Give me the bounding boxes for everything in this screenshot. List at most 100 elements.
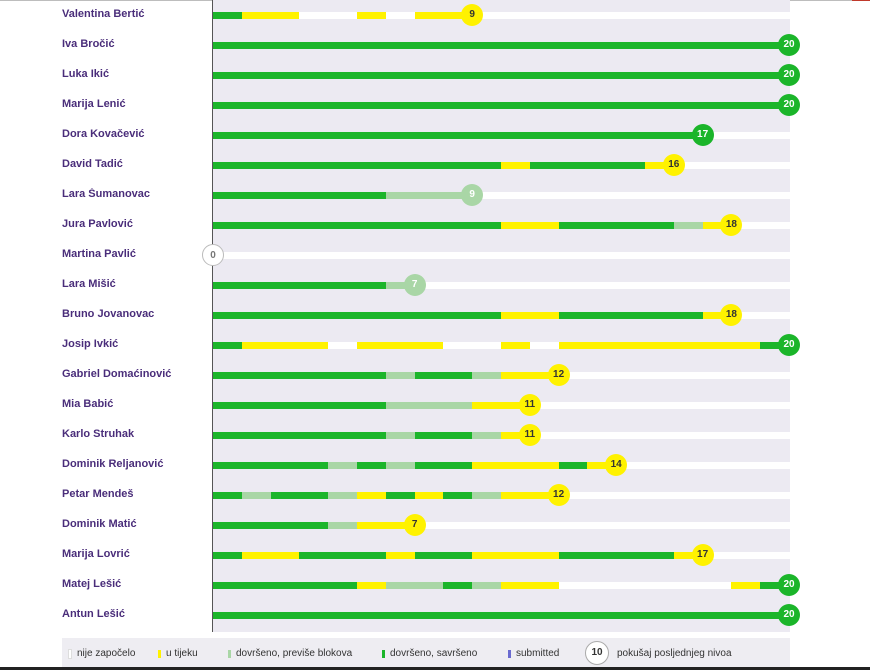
student-row[interactable]: Valentina Bertić 9 bbox=[62, 0, 790, 30]
student-name[interactable]: Dora Kovačević bbox=[62, 128, 145, 140]
student-row[interactable]: Lara Mišić 7 bbox=[62, 270, 790, 300]
student-row[interactable]: Dominik Reljanović 14 bbox=[62, 450, 790, 480]
score-marker[interactable]: 18 bbox=[720, 304, 743, 326]
legend-swatch bbox=[508, 649, 511, 658]
score-marker[interactable]: 18 bbox=[720, 214, 743, 236]
level-segment bbox=[529, 42, 560, 49]
level-segment bbox=[241, 522, 272, 529]
student-row[interactable]: Matej Lešić 20 bbox=[62, 570, 800, 600]
student-name[interactable]: Martina Pavlić bbox=[62, 248, 136, 260]
level-segment bbox=[443, 342, 473, 349]
student-name[interactable]: Marija Lovrić bbox=[62, 548, 130, 560]
student-name[interactable]: Iva Bročić bbox=[62, 38, 115, 50]
level-segment bbox=[299, 42, 329, 49]
level-segment bbox=[357, 192, 387, 199]
score-marker[interactable]: 0 bbox=[202, 244, 224, 266]
level-segment bbox=[299, 102, 329, 109]
level-segment bbox=[645, 102, 675, 109]
score-marker[interactable]: 12 bbox=[547, 484, 570, 506]
student-row[interactable]: Gabriel Domaćinović 12 bbox=[62, 360, 790, 390]
score-marker[interactable]: 20 bbox=[778, 94, 800, 116]
progress-track bbox=[213, 522, 790, 529]
level-segment bbox=[241, 402, 272, 409]
level-segment bbox=[587, 162, 617, 169]
level-segment bbox=[299, 312, 329, 319]
student-name[interactable]: Luka Ikić bbox=[62, 68, 110, 80]
score-marker[interactable]: 9 bbox=[461, 4, 484, 26]
score-marker[interactable]: 17 bbox=[691, 124, 714, 146]
student-name[interactable]: Jura Pavlović bbox=[62, 218, 133, 230]
student-name[interactable]: Dominik Matić bbox=[62, 518, 137, 530]
progress-track bbox=[213, 192, 790, 199]
student-name[interactable]: Gabriel Domaćinović bbox=[62, 368, 172, 380]
student-row[interactable]: Iva Bročić 20 bbox=[62, 30, 800, 60]
level-segment bbox=[558, 462, 588, 469]
student-row[interactable]: Karlo Struhak 11 bbox=[62, 420, 790, 450]
student-name[interactable]: David Tadić bbox=[62, 158, 123, 170]
level-segment bbox=[558, 582, 588, 589]
level-segment bbox=[472, 132, 502, 139]
score-marker[interactable]: 12 bbox=[547, 364, 570, 386]
student-name[interactable]: Antun Lešić bbox=[62, 608, 125, 620]
student-name[interactable]: Petar Mendeš bbox=[62, 488, 134, 500]
level-segment bbox=[357, 342, 387, 349]
level-segment bbox=[328, 192, 358, 199]
score-marker[interactable]: 14 bbox=[605, 454, 628, 476]
level-segment bbox=[529, 132, 560, 139]
level-segment bbox=[760, 342, 790, 349]
score-marker[interactable]: 11 bbox=[518, 394, 541, 416]
student-name[interactable]: Valentina Bertić bbox=[62, 8, 145, 20]
score-marker[interactable]: 20 bbox=[778, 64, 800, 86]
student-name[interactable]: Lara Šumanovac bbox=[62, 188, 151, 200]
level-segment bbox=[385, 72, 416, 79]
level-segment bbox=[616, 222, 646, 229]
student-row[interactable]: David Tadić 16 bbox=[62, 150, 790, 180]
score-marker[interactable]: 20 bbox=[778, 574, 800, 596]
level-segment bbox=[501, 372, 531, 379]
level-segment bbox=[529, 552, 560, 559]
level-segment bbox=[328, 72, 358, 79]
student-row[interactable]: Dora Kovačević 17 bbox=[62, 120, 790, 150]
student-name[interactable]: Karlo Struhak bbox=[62, 428, 135, 440]
student-row[interactable]: Dominik Matić 7 bbox=[62, 510, 790, 540]
student-row[interactable]: Marija Lenić 20 bbox=[62, 90, 800, 120]
level-segment bbox=[299, 192, 329, 199]
student-row[interactable]: Mia Babić 11 bbox=[62, 390, 790, 420]
score-marker[interactable]: 16 bbox=[662, 154, 685, 176]
student-row[interactable]: Lara Šumanovac 9 bbox=[62, 180, 790, 210]
student-row[interactable]: Petar Mendeš 12 bbox=[62, 480, 790, 510]
level-segment bbox=[299, 402, 329, 409]
level-segment bbox=[270, 102, 300, 109]
level-segment bbox=[472, 222, 502, 229]
level-segment bbox=[241, 102, 272, 109]
student-name[interactable]: Josip Ivkić bbox=[62, 338, 119, 350]
score-marker[interactable]: 7 bbox=[403, 274, 426, 296]
student-row[interactable]: Marija Lovrić 17 bbox=[62, 540, 790, 570]
level-segment bbox=[241, 12, 272, 19]
student-row[interactable]: Luka Ikić 20 bbox=[62, 60, 800, 90]
level-segment bbox=[443, 312, 473, 319]
level-segment bbox=[328, 492, 358, 499]
score-marker[interactable]: 20 bbox=[778, 604, 800, 626]
student-row[interactable]: Bruno Jovanovac 18 bbox=[62, 300, 790, 330]
score-marker[interactable]: 7 bbox=[403, 514, 426, 536]
level-segment bbox=[328, 162, 358, 169]
student-name[interactable]: Dominik Reljanović bbox=[62, 458, 164, 470]
level-segment bbox=[558, 132, 588, 139]
student-row[interactable]: Antun Lešić 20 bbox=[62, 600, 800, 630]
student-row[interactable]: Jura Pavlović 18 bbox=[62, 210, 790, 240]
score-marker[interactable]: 20 bbox=[778, 34, 800, 56]
student-name[interactable]: Lara Mišić bbox=[62, 278, 116, 290]
score-marker[interactable]: 20 bbox=[778, 334, 800, 356]
score-marker[interactable]: 17 bbox=[691, 544, 714, 566]
student-name[interactable]: Mia Babić bbox=[62, 398, 114, 410]
student-name[interactable]: Bruno Jovanovac bbox=[62, 308, 155, 320]
student-name[interactable]: Matej Lešić bbox=[62, 578, 122, 590]
student-name[interactable]: Marija Lenić bbox=[62, 98, 126, 110]
level-segment bbox=[616, 102, 646, 109]
score-marker[interactable]: 11 bbox=[518, 424, 541, 446]
score-marker[interactable]: 9 bbox=[461, 184, 484, 206]
level-segment bbox=[702, 342, 732, 349]
student-row[interactable]: Josip Ivkić 20 bbox=[62, 330, 800, 360]
student-row[interactable]: Martina Pavlić 0 bbox=[62, 240, 790, 270]
